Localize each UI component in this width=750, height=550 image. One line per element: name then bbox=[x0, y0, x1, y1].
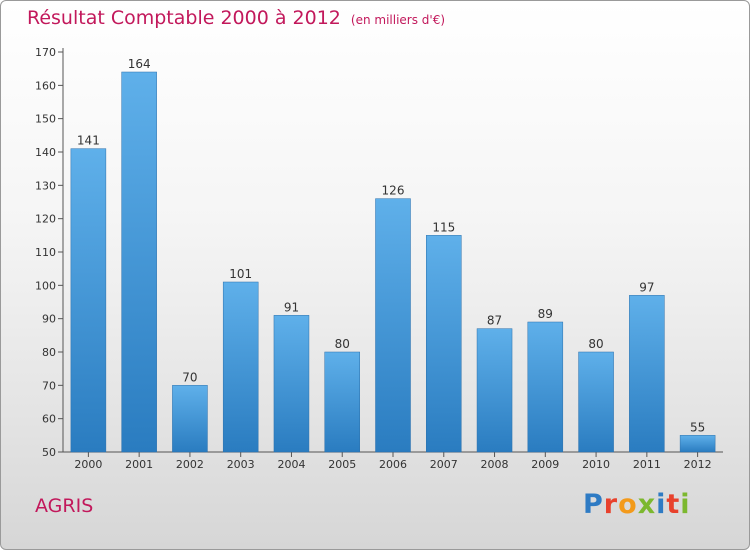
y-tick-label: 90 bbox=[42, 313, 56, 326]
proxiti-logo: Proxiti bbox=[583, 489, 691, 520]
value-label-2005: 80 bbox=[335, 337, 350, 351]
logo-letter: x bbox=[637, 489, 657, 520]
x-tick-label-2009: 2009 bbox=[531, 458, 559, 471]
bar-2003 bbox=[222, 281, 259, 453]
chart-title: Résultat Comptable 2000 à 2012 bbox=[27, 7, 341, 29]
value-label-2010: 80 bbox=[588, 337, 603, 351]
y-tick-label: 120 bbox=[35, 213, 56, 226]
bar-2010 bbox=[578, 351, 614, 453]
x-tick-label-2002: 2002 bbox=[176, 458, 204, 471]
bar-2012 bbox=[679, 435, 716, 453]
value-label-2011: 97 bbox=[639, 280, 654, 294]
bar-2000 bbox=[70, 148, 107, 453]
x-tick-label-2010: 2010 bbox=[582, 458, 610, 471]
value-label-2004: 91 bbox=[284, 300, 299, 314]
bar-2007 bbox=[426, 235, 462, 453]
x-tick-label-2012: 2012 bbox=[684, 458, 712, 471]
x-tick-label-2001: 2001 bbox=[125, 458, 153, 471]
chart-subtitle: (en milliers d'€) bbox=[350, 13, 446, 27]
bar-layer: 141 164 70 101 91 80 126 115 87 89 80 97 55 bbox=[70, 57, 716, 453]
y-tick-label: 170 bbox=[35, 46, 56, 59]
x-tick-label-2004: 2004 bbox=[277, 458, 305, 471]
y-tick-label: 50 bbox=[42, 446, 56, 459]
x-tick-label-2003: 2003 bbox=[227, 458, 255, 471]
value-label-2008: 87 bbox=[487, 314, 502, 328]
y-tick-label: 70 bbox=[42, 379, 56, 392]
x-tick-label-2007: 2007 bbox=[430, 458, 458, 471]
y-tick-label: 150 bbox=[35, 113, 56, 126]
x-tick-label-2011: 2011 bbox=[633, 458, 661, 471]
logo-letter: i bbox=[656, 489, 667, 520]
x-tick-label-2005: 2005 bbox=[328, 458, 356, 471]
bar-2009 bbox=[527, 321, 564, 453]
x-tick-label-2008: 2008 bbox=[481, 458, 509, 471]
value-label-2006: 126 bbox=[382, 184, 405, 198]
logo-letter: o bbox=[618, 489, 638, 520]
bar-2004 bbox=[273, 315, 310, 453]
y-tick-label: 160 bbox=[35, 79, 56, 92]
y-tick-label: 110 bbox=[35, 246, 56, 259]
value-label-2003: 101 bbox=[229, 267, 252, 281]
value-label-2012: 55 bbox=[690, 420, 705, 434]
logo-letter: P bbox=[583, 489, 604, 520]
bar-2001 bbox=[121, 71, 157, 453]
x-tick-label-2000: 2000 bbox=[74, 458, 102, 471]
commune-name: AGRIS bbox=[35, 495, 94, 517]
value-label-2002: 70 bbox=[182, 370, 197, 384]
chart-title-block: Résultat Comptable 2000 à 2012 (en millie… bbox=[27, 7, 445, 29]
logo-letter: r bbox=[603, 489, 619, 520]
y-tick-label: 140 bbox=[35, 146, 56, 159]
y-tick-label: 100 bbox=[35, 279, 56, 292]
y-tick-label: 60 bbox=[42, 413, 56, 426]
bar-2008 bbox=[476, 328, 513, 453]
value-label-2009: 89 bbox=[538, 307, 553, 321]
value-label-2000: 141 bbox=[77, 134, 100, 148]
bar-2006 bbox=[375, 198, 411, 453]
logo-letter: i bbox=[680, 489, 691, 520]
logo-letter: t bbox=[666, 489, 681, 520]
bar-2011 bbox=[629, 295, 665, 453]
bar-2002 bbox=[172, 385, 208, 453]
value-label-2007: 115 bbox=[432, 220, 455, 234]
value-label-2001: 164 bbox=[128, 57, 151, 71]
x-tick-label-2006: 2006 bbox=[379, 458, 407, 471]
y-tick-label: 80 bbox=[42, 346, 56, 359]
y-tick-label: 130 bbox=[35, 179, 56, 192]
bar-2005 bbox=[324, 351, 360, 453]
